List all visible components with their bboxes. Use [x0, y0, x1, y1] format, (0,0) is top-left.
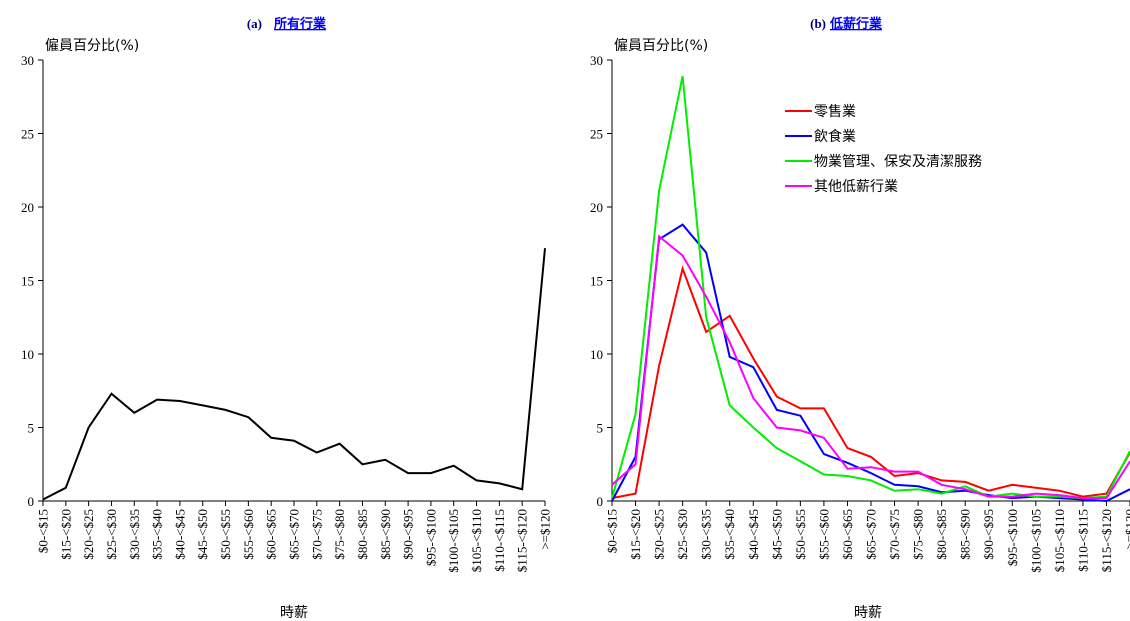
- y-tick-label: 0: [597, 494, 604, 509]
- x-tick-label: $105-<$110: [1052, 509, 1067, 572]
- x-tick-label: $110-<$115: [1075, 509, 1090, 572]
- x-tick-label: $90-<$95: [981, 509, 996, 560]
- x-tick-label: $100-<$105: [446, 509, 461, 573]
- x-tick-label: $60-<$65: [264, 509, 279, 560]
- x-tick-label: $45-<$50: [769, 509, 784, 560]
- x-tick-label: $0-<$15: [605, 509, 620, 553]
- y-tick-label: 15: [590, 274, 603, 289]
- x-tick-label: $100-<$105: [1028, 509, 1043, 573]
- x-tick-label: $115-<$120: [515, 509, 530, 572]
- x-tick-label: $35-<$40: [722, 509, 737, 560]
- panel-b-title[interactable]: 低薪行業: [829, 16, 883, 31]
- x-tick-label: $50-<$55: [793, 509, 808, 560]
- x-tick-label: $80-<$85: [355, 509, 370, 560]
- x-tick-label: $70-<$75: [309, 509, 324, 560]
- y-tick-label: 5: [597, 421, 604, 436]
- y-tick-label: 30: [590, 53, 603, 68]
- x-tick-label: $45-<$50: [195, 509, 210, 560]
- panel-a-x-axis-title: 時薪: [280, 605, 308, 621]
- y-tick-label: 5: [28, 421, 35, 436]
- y-tick-label: 15: [21, 274, 34, 289]
- legend-label-0: 零售業: [814, 104, 856, 120]
- series-line-3: [611, 234, 1130, 500]
- series-line-0: [611, 265, 1130, 500]
- x-tick-label: $30-<$35: [127, 509, 142, 560]
- x-tick-label: $15-<$20: [58, 509, 73, 560]
- x-tick-label: $85-<$90: [378, 509, 393, 560]
- x-tick-label: >=$120: [538, 509, 553, 550]
- y-tick-label: 25: [590, 127, 603, 142]
- panel-a-title-prefix: (a): [247, 16, 262, 31]
- legend-label-1: 飲食業: [814, 128, 856, 145]
- x-tick-label: $50-<$55: [218, 509, 233, 560]
- y-tick-label: 30: [21, 53, 34, 68]
- y-tick-label: 25: [21, 127, 34, 142]
- y-tick-label: 0: [28, 494, 35, 509]
- x-tick-label: $75-<$80: [332, 509, 347, 560]
- x-tick-label: $75-<$80: [911, 509, 926, 560]
- panel-b-x-axis-title: 時薪: [854, 605, 882, 621]
- x-tick-label: $115-<$120: [1099, 509, 1114, 572]
- x-tick-label: $40-<$45: [746, 509, 761, 560]
- x-tick-label: $95-<$100: [423, 509, 438, 566]
- panel-a-plot-area: 0 5 10 15 20 25 30 $0-<$15 $15-<$20 $20-<$25 $25-<…: [21, 53, 553, 573]
- y-tick-label: 20: [590, 200, 603, 215]
- x-tick-label: $30-<$35: [699, 509, 714, 560]
- x-tick-label: $40-<$45: [172, 509, 187, 560]
- x-tick-label: $90-<$95: [401, 509, 416, 560]
- legend-label-2: 物業管理、保安及清潔服務: [814, 154, 982, 170]
- panel-a: (a) 所有行業 僱員百分比(%) 時薪 0 5 10 15 20 25 30 $0-<$15…: [21, 16, 553, 621]
- x-tick-label: $60-<$65: [840, 509, 855, 560]
- y-tick-label: 20: [21, 200, 34, 215]
- panel-b-title-prefix: (b): [810, 16, 826, 31]
- panel-a-y-axis-title: 僱員百分比(%): [45, 38, 139, 54]
- panel-b-y-axis-title: 僱員百分比(%): [614, 38, 708, 54]
- x-tick-label: $35-<$40: [150, 509, 165, 560]
- x-tick-label: $15-<$20: [628, 509, 643, 560]
- panel-b: (b) 低薪行業 僱員百分比(%) 時薪 0 5 10 15 20 25 30 $0-<$15…: [590, 16, 1130, 621]
- x-tick-label: $20-<$25: [652, 509, 667, 560]
- x-tick-label: $0-<$15: [36, 509, 51, 553]
- x-tick-label: $65-<$70: [287, 509, 302, 560]
- y-tick-label: 10: [590, 347, 603, 362]
- x-tick-label: $105-<$110: [469, 509, 484, 572]
- x-tick-label: $55-<$60: [816, 509, 831, 560]
- x-tick-label: $20-<$25: [81, 509, 96, 560]
- panel-a-title[interactable]: 所有行業: [274, 16, 327, 31]
- x-tick-label: $95-<$100: [1005, 509, 1020, 566]
- x-tick-label: $55-<$60: [241, 509, 256, 560]
- x-tick-label: $110-<$115: [492, 509, 507, 572]
- panel-b-plot-area: 0 5 10 15 20 25 30 $0-<$15 $15-<$20 $20-<$25 $25-<…: [590, 53, 1130, 573]
- x-tick-label: >=$120: [1123, 509, 1130, 550]
- x-tick-label: $80-<$85: [934, 509, 949, 560]
- y-tick-label: 10: [21, 347, 34, 362]
- x-tick-label: $25-<$30: [675, 509, 690, 560]
- x-tick-label: $25-<$30: [104, 509, 119, 560]
- x-tick-label: $65-<$70: [864, 509, 879, 560]
- x-tick-label: $85-<$90: [958, 509, 973, 560]
- series-line-0: [42, 248, 546, 501]
- legend-label-3: 其他低薪行業: [814, 179, 898, 195]
- x-tick-label: $70-<$75: [887, 509, 902, 560]
- series-line-2: [611, 75, 1130, 500]
